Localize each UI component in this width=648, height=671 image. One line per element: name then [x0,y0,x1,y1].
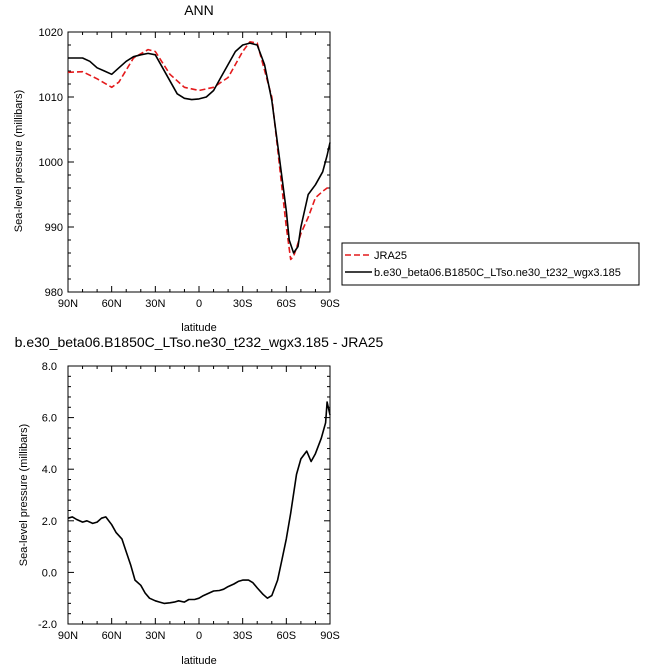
x-tick-label: 0 [196,298,202,310]
top-series-line-b-e30-beta06-b1850c-ltso-ne30- [68,42,331,254]
x-tick-label: 0 [196,630,202,642]
y-tick-label: 980 [45,287,63,299]
top-plot-frame [67,31,331,293]
y-tick-label: 8.0 [42,361,57,373]
x-tick-label: 60S [277,630,297,642]
y-tick-label: 4.0 [42,464,57,476]
x-tick-label: 30N [145,298,165,310]
bottom-plot-frame [67,365,331,625]
bottom-x-axis-label: latitude [181,655,216,667]
y-tick-label: 2.0 [42,516,57,528]
x-tick-label: 60S [277,298,297,310]
top-legend: JRA25 b.e30_beta06.B1850C_LTso.ne30_t232… [341,242,640,286]
x-tick-label: 90N [58,298,78,310]
x-tick-label: 30N [145,630,165,642]
y-tick-label: 1020 [39,27,63,39]
legend-entry-model: b.e30_beta06.B1850C_LTso.ne30_t232_wgx3.… [374,267,621,279]
x-tick-label: 90S [320,298,340,310]
y-tick-label: 6.0 [42,413,57,425]
top-y-axis-label: Sea-level pressure (millibars) [13,90,25,232]
x-tick-label: 60N [102,630,122,642]
y-tick-label: 990 [45,222,63,234]
x-tick-label: 30S [233,630,253,642]
y-tick-label: 0.0 [42,567,57,579]
legend-entry-jra25: JRA25 [374,250,407,262]
x-tick-label: 60N [102,298,122,310]
top-x-axis-label: latitude [181,322,216,334]
top-axis-ticks: 90N 60N 30N 0 30S 60S 90S 980 990 1000 1010 1020 [39,27,340,310]
bottom-chart-title: b.e30_beta06.B1850C_LTso.ne30_t232_wgx3.… [15,334,384,350]
bottom-axis-ticks: 90N 60N 30N 0 30S 60S 90S -2.0 0.0 2.0 4.0 6.0 8.0 [38,361,340,642]
y-tick-label: 1000 [39,157,63,169]
top-chart-title: ANN [184,2,214,18]
bottom-y-axis-label: Sea-level pressure (millibars) [18,424,30,566]
legend-box [341,242,640,286]
x-tick-label: 90S [320,630,340,642]
top-series-line-jra25 [67,41,330,261]
bottom-series-lines [67,401,331,605]
top-series-lines [67,41,331,261]
x-tick-label: 90N [58,630,78,642]
bottom-series-line-0 [67,401,331,605]
y-tick-label: 1010 [39,92,63,104]
y-tick-label: -2.0 [38,619,57,631]
x-tick-label: 30S [233,298,253,310]
